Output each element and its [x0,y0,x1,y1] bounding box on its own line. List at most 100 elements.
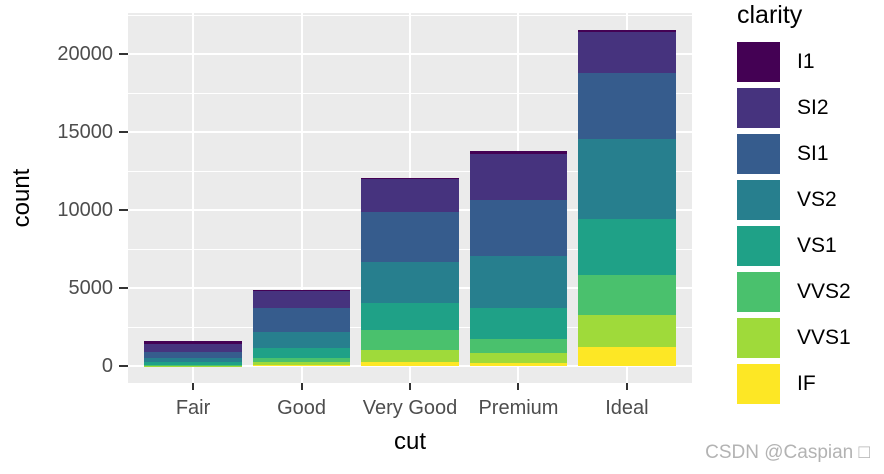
legend-entry-if: IF [737,364,851,404]
legend-swatch-vs1 [737,226,780,266]
legend-label: SI2 [797,96,829,119]
gridline-vertical [300,13,303,383]
bar-segment-i1 [144,341,242,345]
bar-segment-si1 [144,351,242,358]
gridline-major [128,131,692,134]
bar-segment-vs1 [361,302,459,331]
bar-segment-vs2 [144,357,242,363]
bar-segment-si1 [361,211,459,263]
bar-segment-vvs2 [144,364,242,366]
y-axis-title: count [8,168,35,228]
y-tick-mark [119,131,128,134]
x-tick-label: Good [277,397,326,419]
bar-segment-vs1 [252,347,351,358]
bar-segment-vvs1 [469,352,568,363]
legend: clarity I1 SI2 SI1 VS2 VS1 VVS2 VVS1 IF [737,1,851,410]
x-tick-mark [300,383,303,390]
bar-segment-if [361,361,459,367]
bar-premium [469,13,568,383]
legend-entry-vvs2: VVS2 [737,272,851,312]
legend-label: VVS2 [797,280,851,303]
legend-entry-vs1: VS1 [737,226,851,266]
bar-segment-si2 [252,291,351,308]
x-tick-mark [192,383,195,390]
y-tick-mark [119,209,128,212]
bar-segment-si1 [578,72,676,140]
plot-panel [128,13,692,383]
gridline-minor [128,170,692,172]
legend-swatch-vvs2 [737,272,780,312]
bar-segment-if [578,347,676,367]
bar-segment-vvs1 [361,349,459,362]
legend-entry-vs2: VS2 [737,180,851,220]
x-tick-mark [409,383,411,390]
x-tick-mark [625,383,628,390]
x-tick-label: Ideal [605,397,649,419]
bar-segment-si2 [578,32,676,73]
bar-segment-vvs1 [578,315,676,348]
legend-entry-i1: I1 [737,42,851,82]
bar-fair [144,13,242,383]
bar-segment-vs2 [252,332,351,348]
bar-segment-vvs2 [578,274,676,316]
legend-entries: I1 SI2 SI1 VS2 VS1 VVS2 VVS1 IF [737,42,851,404]
gridline-major [128,365,692,368]
bar-segment-i1 [361,177,459,179]
y-tick-label: 10000 [57,199,113,222]
legend-entry-vvs1: VVS1 [737,318,851,358]
bar-segment-si2 [144,344,242,352]
gridline-minor [128,92,692,94]
watermark: CSDN @Caspian □ [705,442,870,463]
x-tick-mark [517,383,520,390]
y-tick-label: 15000 [57,121,113,144]
legend-label: I1 [797,50,815,73]
legend-entry-si1: SI1 [737,134,851,174]
legend-swatch-si1 [737,134,780,174]
y-tick-label: 0 [101,355,113,378]
bar-segment-vs1 [144,362,242,365]
bar-segment-vs1 [469,308,568,340]
x-tick-label: Premium [478,397,559,419]
legend-label: VS1 [797,234,837,257]
bar-good [252,13,351,383]
legend-swatch-i1 [737,42,780,82]
bar-segment-i1 [578,29,676,33]
legend-entry-si2: SI2 [737,88,851,128]
bar-segment-vvs2 [469,339,568,353]
bar-ideal [578,13,676,383]
y-tick-mark [119,365,128,368]
legend-label: VVS1 [797,326,851,349]
gridline-minor [128,14,692,16]
legend-label: SI1 [797,142,829,165]
bar-segment-vvs2 [252,357,351,363]
y-tick-label: 20000 [57,43,113,66]
bar-segment-vvs1 [252,362,351,366]
bar-segment-if [469,362,568,367]
bar-segment-vs1 [578,218,676,275]
legend-title: clarity [737,1,803,29]
x-tick-label: Very Good [362,397,458,419]
legend-swatch-if [737,364,780,404]
bar-segment-si2 [361,178,459,212]
bar-segment-si1 [252,307,351,333]
bar-segment-vs2 [361,262,459,303]
bar-segment-i1 [252,289,351,292]
bar-segment-i1 [469,150,568,155]
legend-swatch-si2 [737,88,780,128]
y-tick-mark [119,53,128,56]
y-tick-mark [119,287,128,290]
y-tick-label: 5000 [68,277,114,300]
x-tick-label: Fair [175,397,211,419]
legend-label: VS2 [797,188,837,211]
x-axis-title: cut [393,428,427,455]
gridline-major [128,53,692,56]
bar-segment-vs2 [578,139,676,219]
bar-segment-si2 [469,154,568,201]
bar-segment-si1 [469,200,568,256]
bar-segment-vvs2 [361,330,459,350]
gridline-vertical [192,13,195,383]
bar-very-good [361,13,459,383]
bar-segment-if [252,365,351,367]
legend-swatch-vvs1 [737,318,780,358]
